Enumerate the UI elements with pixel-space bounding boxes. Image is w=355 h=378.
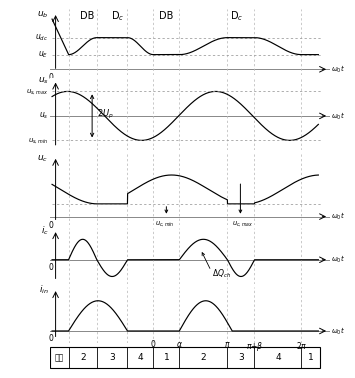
Text: 0: 0 bbox=[48, 73, 53, 82]
Text: $u_{c,min}$: $u_{c,min}$ bbox=[155, 220, 175, 228]
Text: $\pi{+}\beta$: $\pi{+}\beta$ bbox=[246, 340, 263, 353]
Text: $u_{dc}$: $u_{dc}$ bbox=[36, 33, 49, 43]
Text: D$_c$: D$_c$ bbox=[230, 9, 244, 23]
Text: DB: DB bbox=[80, 11, 94, 21]
Text: 3: 3 bbox=[109, 353, 115, 363]
Text: 0: 0 bbox=[48, 221, 53, 230]
Text: D$_c$: D$_c$ bbox=[111, 9, 125, 23]
Text: 0: 0 bbox=[48, 334, 53, 343]
Text: 3: 3 bbox=[238, 353, 244, 363]
Text: $\omega_0 t$: $\omega_0 t$ bbox=[331, 110, 345, 121]
Text: $u_b$: $u_b$ bbox=[37, 9, 49, 20]
Text: 2: 2 bbox=[201, 353, 206, 363]
Text: DB: DB bbox=[159, 11, 174, 21]
Text: 0: 0 bbox=[48, 263, 53, 272]
Text: $u_s$: $u_s$ bbox=[38, 76, 49, 87]
Text: $u_c$: $u_c$ bbox=[37, 153, 49, 164]
Text: $\Delta Q_{ch}$: $\Delta Q_{ch}$ bbox=[212, 268, 231, 280]
Text: $i_{in}$: $i_{in}$ bbox=[39, 284, 49, 296]
Text: $\pi$: $\pi$ bbox=[224, 340, 231, 349]
Text: $u_{s,min}$: $u_{s,min}$ bbox=[28, 136, 49, 145]
Text: $\omega_0 t$: $\omega_0 t$ bbox=[331, 64, 345, 75]
Text: $\omega_0 t$: $\omega_0 t$ bbox=[331, 211, 345, 222]
Text: 2: 2 bbox=[80, 353, 86, 363]
Text: $\omega_0 t$: $\omega_0 t$ bbox=[331, 254, 345, 265]
Text: $\omega_0 t$: $\omega_0 t$ bbox=[331, 325, 345, 336]
Text: $i_c$: $i_c$ bbox=[40, 225, 49, 237]
Text: 0: 0 bbox=[151, 340, 156, 349]
Text: 阶段: 阶段 bbox=[55, 353, 64, 363]
Text: $u_s$: $u_s$ bbox=[39, 111, 49, 121]
Text: $u_E$: $u_E$ bbox=[38, 50, 49, 60]
Text: 4: 4 bbox=[275, 353, 281, 363]
Text: $2\pi$: $2\pi$ bbox=[296, 340, 307, 351]
Text: 4: 4 bbox=[138, 353, 143, 363]
Bar bbox=[50, 347, 320, 369]
Text: 1: 1 bbox=[164, 353, 169, 363]
Text: 1: 1 bbox=[308, 353, 314, 363]
Text: $u_{c,max}$: $u_{c,max}$ bbox=[232, 220, 253, 228]
Text: $2U_p$: $2U_p$ bbox=[97, 108, 114, 121]
Text: $\alpha$: $\alpha$ bbox=[176, 340, 183, 349]
Text: $u_{s,max}$: $u_{s,max}$ bbox=[26, 87, 49, 96]
